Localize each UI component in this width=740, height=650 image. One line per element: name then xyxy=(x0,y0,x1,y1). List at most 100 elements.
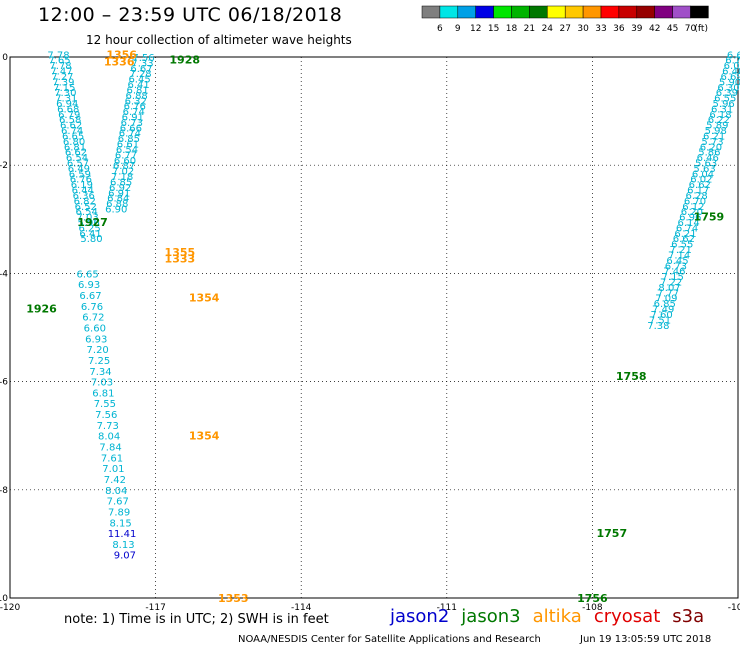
wave-height-value: 8.04 xyxy=(105,486,127,497)
wave-height-value: 6.14 xyxy=(678,218,700,229)
wave-height-value: 6.94 xyxy=(56,99,78,110)
pass-time-label: 1333 xyxy=(165,252,196,265)
wave-height-value: 6.70 xyxy=(684,196,706,207)
wave-height-value: 7.65 xyxy=(48,56,70,67)
wave-height-value: 7.27 xyxy=(51,72,73,83)
wave-height-value: 6.72 xyxy=(82,313,104,324)
wave-height-value: 6.65 xyxy=(62,131,84,142)
wave-height-value: 7.15 xyxy=(662,272,684,283)
wave-height-value: 6.88 xyxy=(126,91,148,102)
pass-time-label: 1354 xyxy=(189,430,220,443)
wave-height-value: 6.12 xyxy=(682,202,704,213)
scale-tick-label: 9 xyxy=(455,24,461,34)
wave-height-value: 5.73 xyxy=(701,137,723,148)
wave-height-value: 6.78 xyxy=(725,56,740,67)
wave-height-value: 6.74 xyxy=(119,129,141,140)
wave-height-value: 7.42 xyxy=(104,475,126,486)
wave-height-value: 6.87 xyxy=(113,161,135,172)
wave-height-value: 6.73 xyxy=(665,261,687,272)
wave-height-value: 6.81 xyxy=(127,85,149,96)
scale-tick-label: 30 xyxy=(577,24,589,34)
wave-height-value: 6.82 xyxy=(74,196,96,207)
page-subtitle: 12 hour collection of altimeter wave hei… xyxy=(86,33,352,47)
wave-height-value: 6.05 xyxy=(724,61,740,72)
wave-height-value: 9.07 xyxy=(114,551,136,562)
wave-height-value: 7.84 xyxy=(99,443,121,454)
satellite-legend-item: cryosat xyxy=(593,606,661,627)
pass-time-label: 1757 xyxy=(597,527,628,540)
wave-height-value: 6.25 xyxy=(78,223,100,234)
wave-height-value: 6.90 xyxy=(105,204,127,215)
scale-tick-label: 36 xyxy=(613,24,625,34)
wave-height-value: 6.91 xyxy=(122,113,144,124)
wave-height-value: 7.18 xyxy=(111,172,133,183)
wave-height-value: 6.54 xyxy=(116,145,138,156)
scale-tick-label: 27 xyxy=(559,24,570,34)
wave-height-value: 7.38 xyxy=(647,321,669,332)
pass-time-label: 1353 xyxy=(218,592,249,605)
wave-height-value: 6.93 xyxy=(78,280,100,291)
wave-height-value: 6.74 xyxy=(123,107,145,118)
wave-height-value: 5.96 xyxy=(713,99,735,110)
wave-height-value: 6.31 xyxy=(711,104,733,115)
wave-height-value: 7.89 xyxy=(108,507,130,518)
scale-swatch xyxy=(690,5,709,19)
map-frame xyxy=(9,56,739,599)
pass-time-label: 1759 xyxy=(694,211,725,224)
wave-height-value: 6.36 xyxy=(73,191,95,202)
satellite-legend-item: jason2 xyxy=(390,606,450,627)
wave-height-value: 6.45 xyxy=(128,75,150,86)
wave-height-value: 6.30 xyxy=(717,83,739,94)
longitude-label: -105 xyxy=(728,603,740,613)
scale-tick-label: 15 xyxy=(488,24,499,34)
wave-height-value: 6.74 xyxy=(676,223,698,234)
wave-height-value: 7.46 xyxy=(663,267,685,278)
pass-time-label: 1756 xyxy=(577,592,608,605)
wave-height-value: 6.19 xyxy=(71,180,93,191)
wave-height-value: 7.22 xyxy=(660,278,682,289)
credit-text: NOAA/NESDIS Center for Satellite Applica… xyxy=(238,634,541,645)
latitude-label: 0 xyxy=(2,53,8,63)
wave-height-value: 7.25 xyxy=(88,356,110,367)
wave-height-value: 6.96 xyxy=(679,213,701,224)
longitude-label: -108 xyxy=(582,603,603,613)
wave-height-value: 6.92 xyxy=(109,183,131,194)
wave-height-value: 6.62 xyxy=(60,121,82,132)
scale-tick-label: 42 xyxy=(649,24,660,34)
satellite-legend-item: s3a xyxy=(672,606,705,627)
wave-height-value: 5.96 xyxy=(77,218,99,229)
pass-time-label: 1928 xyxy=(169,54,200,67)
pass-time-label: 1336 xyxy=(104,55,135,68)
wave-height-value: 7.67 xyxy=(107,497,129,508)
latitude-label: -8 xyxy=(0,486,8,496)
wave-height-value: 6.60 xyxy=(84,324,106,335)
wave-height-value: 7.78 xyxy=(47,50,69,61)
wave-height-value: 5.63 xyxy=(695,158,717,169)
wave-height-value: 6.69 xyxy=(720,72,740,83)
wave-height-value: 6.67 xyxy=(79,291,101,302)
wave-height-value: 7.15 xyxy=(53,83,75,94)
wave-height-value: 7.09 xyxy=(655,294,677,305)
longitude-label: -111 xyxy=(437,603,457,613)
color-scale-legend: 6 9 12 15 18 21 24 27 30 33 36 39 42 45 70(ft) xyxy=(421,5,709,34)
wave-height-value: 6.74 xyxy=(61,126,83,137)
wave-height-value: 6.62 xyxy=(689,180,711,191)
scale-tick-label: 6 xyxy=(437,24,443,34)
wave-height-value: 6.32 xyxy=(125,96,147,107)
longitude-label: -120 xyxy=(0,603,20,613)
wave-height-value: 7.78 xyxy=(49,61,71,72)
scale-tick-label: 18 xyxy=(506,24,518,34)
wave-height-value: 6.76 xyxy=(70,175,92,186)
wave-height-value: 8.04 xyxy=(98,432,120,443)
wave-height-value: 6.49 xyxy=(68,164,90,175)
wave-height-value: 7.56 xyxy=(132,53,154,64)
wave-height-value: 6.91 xyxy=(108,188,130,199)
longitude-label: -117 xyxy=(145,603,165,613)
wave-height-value: 11.41 xyxy=(108,529,137,540)
wave-height-value: 7.47 xyxy=(50,67,72,78)
wave-height-value: 6.17 xyxy=(687,186,709,197)
pass-time-label: 1926 xyxy=(26,303,57,316)
latitude-label: -6 xyxy=(0,378,8,388)
wave-height-value: 6.21 xyxy=(703,131,725,142)
